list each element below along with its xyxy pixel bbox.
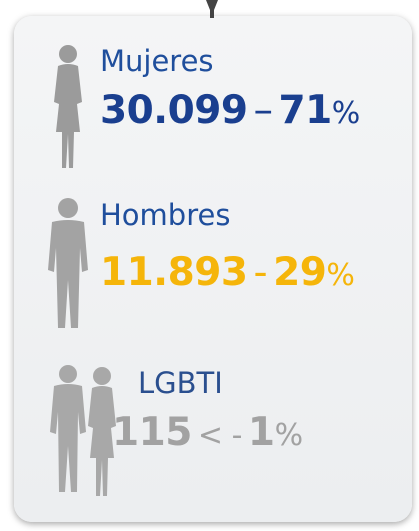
man-icon	[48, 198, 88, 328]
percent: 71	[278, 88, 333, 133]
separator: –	[253, 88, 274, 133]
separator: -	[253, 250, 268, 295]
count: 11.893	[100, 250, 248, 295]
percent: 29	[273, 250, 327, 295]
pointer	[206, 0, 218, 18]
label: Mujeres	[100, 44, 214, 78]
label: LGBTI	[138, 366, 223, 400]
figure: 30.099–71%	[100, 88, 360, 133]
count: 30.099	[100, 88, 248, 133]
couple-icon	[50, 365, 116, 496]
count: 115	[112, 410, 192, 455]
figure: 11.893-29%	[100, 250, 355, 295]
unit: %	[274, 418, 304, 453]
label: Hombres	[100, 198, 231, 232]
separator: < -	[197, 418, 243, 453]
woman-icon	[54, 45, 82, 168]
unit: %	[326, 258, 355, 293]
percent: 1	[247, 410, 275, 455]
unit: %	[331, 96, 361, 131]
figure: 115 < -1%	[112, 410, 303, 455]
